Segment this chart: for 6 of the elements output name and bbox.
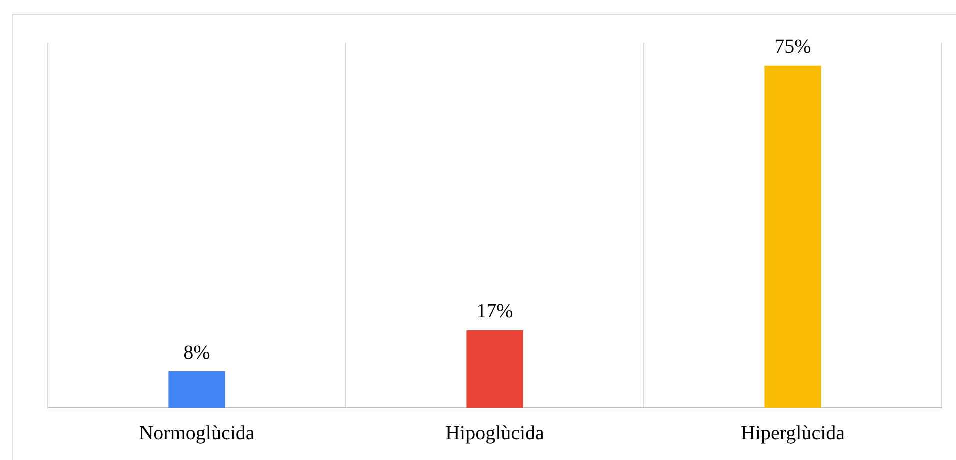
data-label: 17% [476, 300, 514, 323]
x-tick-label: Hiperglùcida [740, 422, 846, 444]
data-label: 75% [774, 36, 812, 58]
x-tick-label: Normoglùcida [139, 422, 255, 444]
x-tick-label: Hipoglùcida [446, 422, 545, 444]
data-label: 8% [184, 342, 210, 364]
